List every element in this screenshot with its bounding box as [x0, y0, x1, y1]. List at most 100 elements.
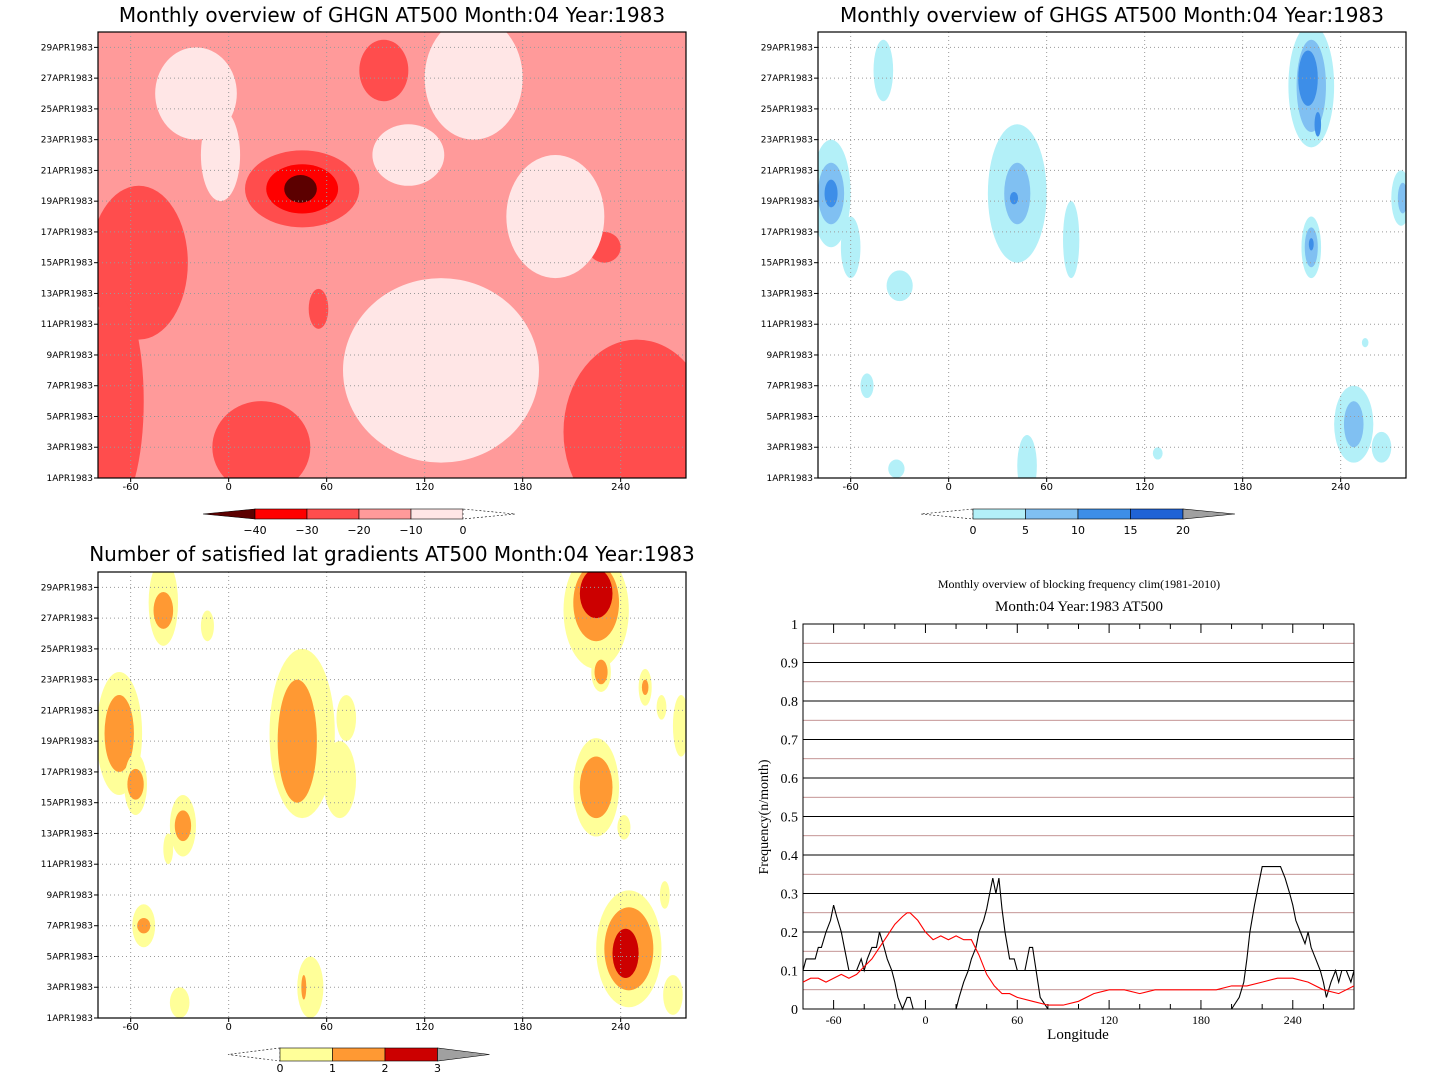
y-tick-label: 21APR1983 [761, 166, 813, 176]
y-tick-label: 15APR1983 [41, 799, 93, 809]
contour-region [200, 108, 241, 202]
contour-region [1009, 191, 1019, 205]
colorbar-segment [279, 1047, 333, 1062]
y-tick-label: 11APR1983 [761, 320, 813, 330]
y-tick-label: 13APR1983 [761, 289, 813, 299]
colorbar-tick-label: −40 [243, 524, 266, 537]
y-tick-label: 25APR1983 [761, 105, 813, 115]
x-tick-label: 60 [1011, 1013, 1023, 1027]
y-axis-label: Frequency(n/month) [757, 759, 772, 874]
colorbar-segment [332, 1047, 386, 1062]
contour-region [579, 756, 613, 819]
y-tick-label: 29APR1983 [41, 43, 93, 53]
colorbar-low-arrow [202, 508, 256, 520]
contour-region [1397, 182, 1406, 214]
contour-region [104, 695, 134, 772]
x-tick-label: 240 [1284, 1013, 1302, 1027]
contour-region [336, 695, 357, 742]
colorbar-segment [1025, 508, 1079, 520]
y-tick-label: 17APR1983 [41, 228, 93, 238]
contour-region [169, 987, 190, 1018]
colorbar-tick-label: 5 [1022, 524, 1029, 537]
y-tick-label: 3APR1983 [47, 443, 93, 453]
y-tick-label: 19APR1983 [41, 197, 93, 207]
y-tick-label: 1APR1983 [767, 474, 813, 484]
contour-region [323, 741, 357, 819]
contour-region [301, 974, 307, 1000]
series-line-black [802, 866, 1355, 1011]
plot-frame [97, 31, 687, 479]
contour-region [1004, 162, 1031, 225]
colorbar-high-arrow [1182, 508, 1236, 520]
y-tick-label: 0 [791, 1003, 798, 1018]
x-tick-label: 120 [1100, 1013, 1118, 1027]
contour-region [617, 814, 631, 840]
contour-region [1314, 111, 1322, 137]
y-tick-label: 27APR1983 [761, 74, 813, 84]
colorbar-tick-label: 0 [277, 1062, 284, 1075]
contour-region [212, 401, 311, 478]
y-tick-label: 3APR1983 [47, 983, 93, 993]
x-tick-label: 0 [945, 482, 951, 493]
x-tick-label: 240 [611, 1022, 630, 1033]
contour-region [137, 918, 151, 934]
x-tick-label: 120 [415, 1022, 434, 1033]
y-tick-label: 29APR1983 [761, 43, 813, 53]
colorbar-segment [254, 508, 308, 520]
x-tick-label: 60 [320, 1022, 333, 1033]
colorbar-tick-label: 10 [1071, 524, 1085, 537]
x-tick-label: 0 [922, 1013, 928, 1027]
y-tick-label: 0.5 [781, 811, 799, 826]
contour-region [1298, 50, 1318, 106]
x-tick-label: 180 [1192, 1013, 1210, 1027]
colorbar-tick-label: 3 [434, 1062, 441, 1075]
x-tick-label: -60 [826, 1013, 842, 1027]
contour-region [873, 39, 894, 102]
contour-region [372, 124, 445, 186]
y-tick-label: 0.7 [781, 734, 799, 749]
y-tick-label: 9APR1983 [47, 351, 93, 361]
colorbar-tick-label: −20 [347, 524, 370, 537]
contour-fills [818, 32, 1406, 478]
contour-region [659, 881, 670, 909]
contour-region [163, 833, 174, 865]
y-tick-label: 1APR1983 [47, 474, 93, 484]
x-tick-label: 120 [415, 482, 434, 493]
x-tick-label: 240 [1331, 482, 1350, 493]
y-tick-label: 13APR1983 [41, 289, 93, 299]
colorbar-segment [358, 508, 412, 520]
colorbar-low-arrow [227, 1047, 281, 1062]
contour-region [127, 768, 144, 800]
y-tick-label: 25APR1983 [41, 105, 93, 115]
contour-region [641, 679, 649, 696]
y-tick-label: 19APR1983 [761, 197, 813, 207]
contour-region [1371, 431, 1392, 463]
contour-region [1308, 238, 1314, 251]
colorbar-tick-label: 15 [1124, 524, 1138, 537]
ghgs-chart: Monthly overview of GHGS AT500 Month:04 … [761, 3, 1407, 537]
colorbar-tick-label: 20 [1176, 524, 1190, 537]
contour-region [284, 175, 317, 203]
chart-title: Number of satisfied lat gradients AT500 … [89, 545, 695, 566]
y-tick-label: 5APR1983 [47, 952, 93, 962]
x-tick-label: 180 [513, 1022, 532, 1033]
contour-region [672, 695, 686, 757]
colorbar-tick-label: 2 [382, 1062, 389, 1075]
contour-region [824, 179, 838, 208]
contour-region [1361, 338, 1369, 348]
y-tick-label: 19APR1983 [41, 737, 93, 747]
contour-region [424, 32, 523, 140]
blocking-frequency-chart: Monthly overview of blocking frequency c… [757, 577, 1355, 1043]
contour-region [594, 659, 608, 685]
colorbar-tick-label: −30 [295, 524, 318, 537]
y-tick-label: 23APR1983 [41, 676, 93, 686]
colorbar-segment [410, 508, 464, 520]
y-tick-label: 23APR1983 [761, 136, 813, 146]
y-tick-label: 9APR1983 [767, 351, 813, 361]
contour-region [174, 810, 192, 842]
y-tick-label: 11APR1983 [41, 860, 93, 870]
colorbar-segment [384, 1047, 438, 1062]
x-tick-label: 60 [320, 482, 333, 493]
y-tick-label: 17APR1983 [761, 228, 813, 238]
contour-region [200, 610, 214, 642]
